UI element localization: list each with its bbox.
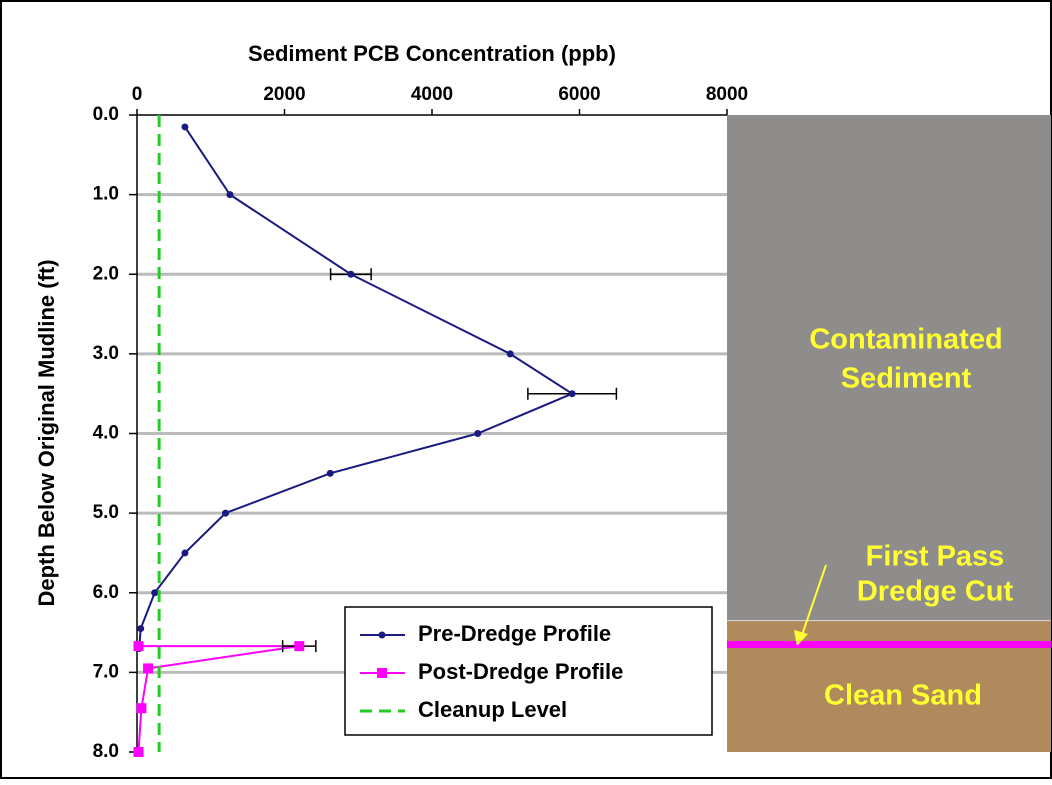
marker [133,641,143,651]
cut-label: Dredge Cut [857,576,1014,608]
marker [569,390,576,397]
marker [226,191,233,198]
marker [474,430,481,437]
marker [143,663,153,673]
marker [507,350,514,357]
y-tick-label: 6.0 [93,582,119,603]
y-tick-label: 7.0 [93,661,119,682]
x-tick-label: 0 [132,84,143,105]
sediment-label: Contaminated [809,324,1002,356]
marker [294,641,304,651]
marker [133,747,143,757]
legend-marker [379,632,386,639]
y-tick-label: 8.0 [93,741,119,762]
chart-title: Sediment PCB Concentration (ppb) [248,41,616,66]
legend-label: Cleanup Level [418,697,567,722]
x-tick-label: 8000 [706,84,748,105]
marker [347,271,354,278]
legend-label: Pre-Dredge Profile [418,621,611,646]
marker [327,470,334,477]
sand-label: Clean Sand [824,680,982,712]
x-tick-label: 4000 [411,84,453,105]
y-tick-label: 1.0 [93,184,119,205]
marker [151,589,158,596]
y-tick-label: 3.0 [93,343,119,364]
x-tick-label: 6000 [558,84,600,105]
y-tick-label: 0.0 [93,104,119,125]
cut-label: First Pass [866,541,1005,573]
sediment-label: Sediment [841,363,972,395]
x-tick-label: 2000 [263,84,305,105]
marker [136,703,146,713]
y-tick-label: 2.0 [93,263,119,284]
marker [137,625,144,632]
legend-label: Post-Dredge Profile [418,659,623,684]
legend-marker [377,668,387,678]
marker [181,123,188,130]
marker [181,549,188,556]
y-axis-title: Depth Below Original Mudline (ft) [34,259,59,606]
marker [222,510,229,517]
chart: Sediment PCB Concentration (ppb) Depth B… [0,0,1052,780]
y-tick-label: 5.0 [93,502,119,523]
y-tick-label: 4.0 [93,423,119,444]
